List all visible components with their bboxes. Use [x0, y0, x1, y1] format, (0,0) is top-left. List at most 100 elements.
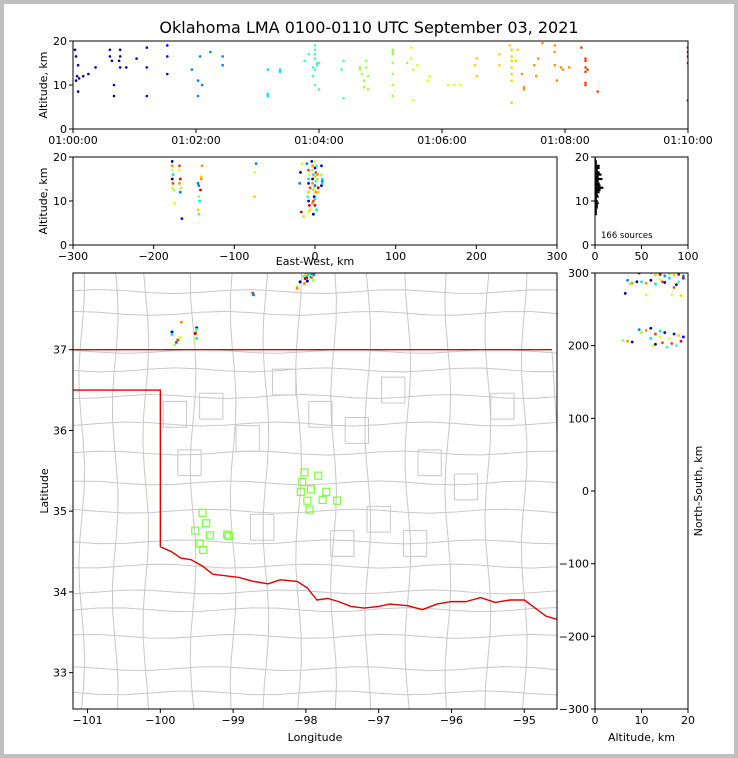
- histogram-bin: [595, 204, 598, 207]
- source-point: [584, 57, 587, 60]
- source-point: [313, 57, 317, 60]
- histogram-bin: [595, 175, 599, 178]
- source-point: [586, 68, 589, 71]
- county-boundary: [73, 633, 557, 639]
- source-point: [118, 66, 122, 69]
- lma-station-marker: [223, 530, 232, 539]
- source-point: [405, 61, 409, 65]
- source-point: [171, 173, 175, 177]
- source-point: [302, 281, 306, 285]
- y-tick-label: 34: [53, 586, 67, 599]
- source-point: [200, 164, 204, 168]
- source-point: [75, 74, 79, 78]
- source-point: [311, 173, 315, 177]
- y-tick-label: 200: [568, 340, 589, 353]
- source-point: [178, 336, 182, 340]
- y-tick-label: 33: [53, 667, 67, 680]
- source-point: [311, 212, 315, 216]
- source-point: [135, 57, 138, 60]
- figure-frame: Oklahoma LMA 0100-0110 UTC September 03,…: [4, 4, 734, 754]
- source-point: [651, 344, 655, 348]
- source-point: [193, 332, 197, 336]
- source-point: [170, 160, 174, 163]
- x-tick-label: −95: [513, 714, 536, 727]
- county-boundary: [366, 505, 391, 533]
- county-boundary: [308, 400, 333, 428]
- source-point: [266, 94, 270, 98]
- source-point: [391, 48, 395, 52]
- county-boundary: [78, 273, 86, 709]
- x-tick-label: 10: [635, 714, 649, 727]
- source-point: [108, 48, 112, 52]
- panhandle-border: [73, 389, 162, 547]
- county-boundary: [444, 273, 452, 709]
- source-point: [649, 337, 653, 340]
- y-tick-label: 10: [53, 195, 67, 208]
- lma-station-marker: [296, 487, 305, 496]
- source-point: [311, 188, 315, 192]
- source-point: [313, 184, 317, 188]
- source-point: [313, 175, 317, 179]
- source-point: [596, 90, 600, 93]
- source-point: [253, 195, 256, 199]
- histogram-bin: [595, 164, 600, 167]
- source-point: [145, 94, 149, 98]
- source-point: [178, 190, 182, 194]
- height_ns-y-axis-label: North-South, km: [692, 446, 705, 537]
- x-tick-label: 01:08:00: [540, 134, 589, 147]
- histogram-bin: [595, 195, 599, 198]
- county-boundary: [262, 273, 270, 709]
- source-point: [313, 68, 317, 71]
- source-point: [112, 94, 116, 98]
- source-point: [320, 173, 323, 177]
- histogram-bin: [595, 166, 600, 170]
- county-boundary: [404, 273, 412, 709]
- source-point: [311, 182, 314, 185]
- source-point: [199, 177, 203, 181]
- source-point: [170, 177, 174, 181]
- source-point: [340, 68, 343, 71]
- source-point: [637, 328, 641, 332]
- source-point: [342, 59, 345, 63]
- source-point: [298, 182, 302, 185]
- source-point: [315, 164, 319, 168]
- source-point: [307, 168, 310, 172]
- source-point: [311, 278, 315, 282]
- height_histogram-panel: 0 50 100 0 10 20 166 sources: [575, 151, 699, 263]
- y-tick-label: 10: [575, 195, 589, 208]
- source-point: [193, 338, 197, 342]
- source-point: [308, 208, 312, 212]
- lma-station-marker: [199, 545, 208, 555]
- source-point: [303, 277, 307, 281]
- county-boundary: [73, 607, 557, 613]
- source-point: [516, 48, 520, 52]
- source-point: [196, 94, 200, 98]
- source-point: [316, 186, 320, 190]
- source-point: [166, 44, 169, 47]
- source-point: [391, 50, 395, 54]
- source-point: [428, 74, 432, 78]
- county-boundary: [73, 450, 557, 456]
- source-point: [307, 199, 310, 203]
- x-tick-label: 300: [547, 250, 568, 263]
- source-point: [498, 63, 501, 67]
- source-point: [278, 70, 282, 74]
- plan_view-y-axis-label: Latitude: [38, 468, 51, 514]
- source-point: [179, 320, 183, 324]
- source-point: [305, 162, 309, 166]
- source-point: [535, 74, 538, 78]
- histogram-bin: [595, 210, 597, 214]
- source-point: [358, 66, 362, 69]
- source-point: [459, 83, 462, 87]
- x-tick-label: −200: [139, 250, 169, 263]
- county-boundary: [189, 273, 197, 709]
- y-tick-label: 0: [60, 123, 67, 136]
- height_ns-plot-area: [621, 273, 685, 349]
- source-point: [81, 74, 85, 78]
- source-point: [307, 52, 311, 56]
- source-point: [307, 182, 310, 185]
- source-point: [668, 337, 671, 340]
- source-point: [649, 278, 653, 282]
- y-tick-label: 10: [53, 79, 67, 92]
- source-point: [87, 72, 90, 76]
